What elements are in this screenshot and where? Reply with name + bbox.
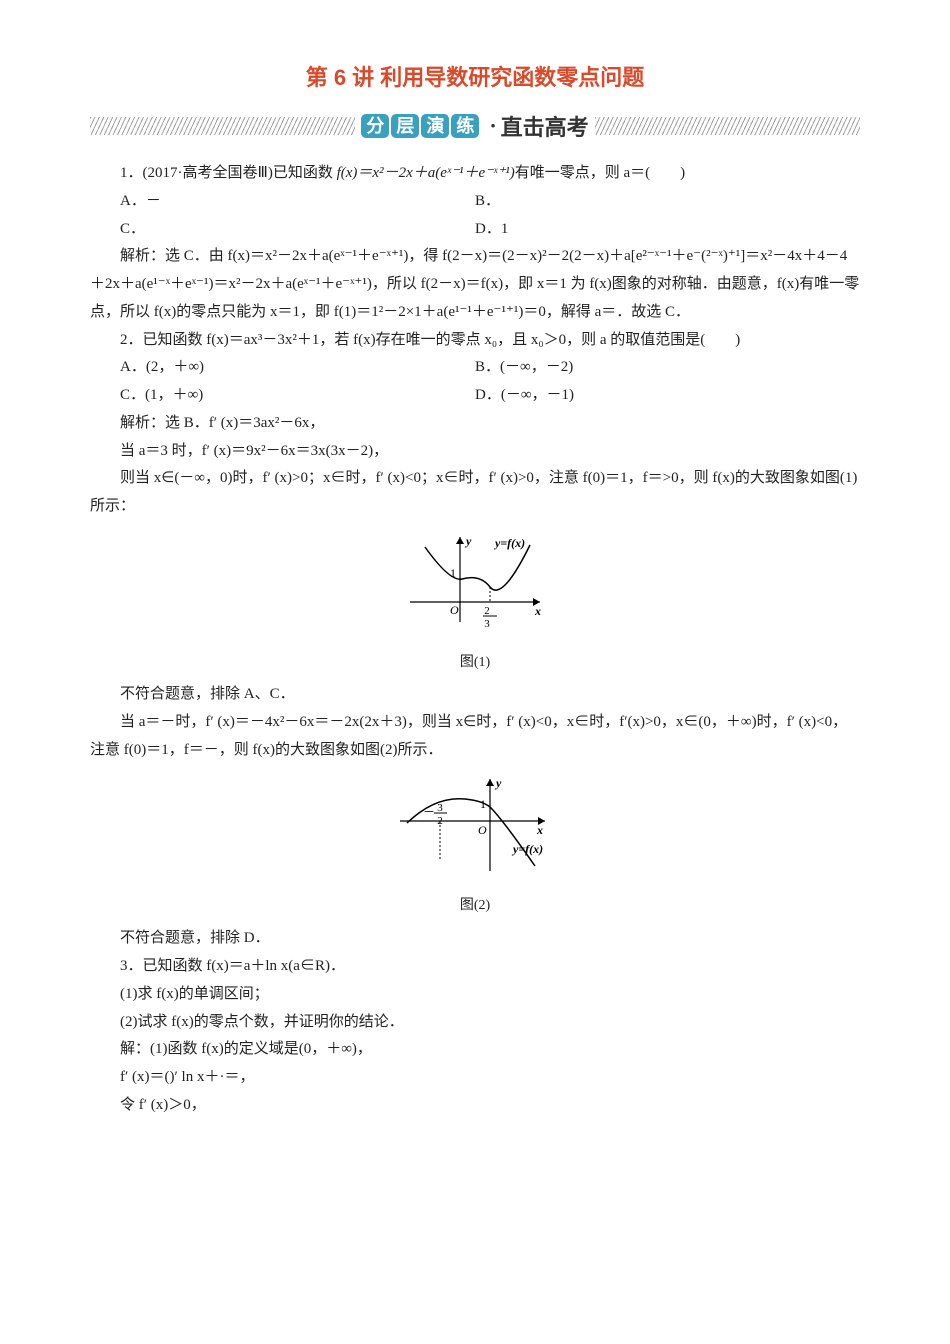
fig2-frac-n: 3: [437, 802, 443, 814]
fig2-frac-d: 2: [437, 815, 443, 827]
pill-group: 分 层 演 练: [361, 114, 479, 138]
q1-opt-a: A．－: [90, 188, 475, 216]
q1-stem-a: 1．(2017·高考全国卷Ⅲ)已知函数: [120, 165, 337, 181]
fig2-neg: －: [423, 805, 435, 819]
q1-opt-c: C．: [90, 216, 475, 244]
fig2-x: x: [536, 823, 543, 837]
hatch-right: [595, 117, 860, 135]
figure-2: O 1 y x y=f(x) － 3 2 图(2): [90, 771, 860, 920]
q1-opt-b: B．: [475, 188, 860, 216]
q3-p1: (1)求 f(x)的单调区间；: [90, 981, 860, 1009]
fig2-origin: O: [478, 823, 487, 837]
content: 1．(2017·高考全国卷Ⅲ)已知函数 f(x)＝x²－2x＋a(eˣ⁻¹＋e⁻…: [90, 160, 860, 1120]
fig1-x: x: [534, 604, 541, 618]
q2-sol1: 解析：选 B．f′ (x)＝3ax²－6x，: [90, 410, 860, 438]
fig1-fx: y=f(x): [493, 536, 525, 550]
q2-opts-row1: A．(2，＋∞) B．(－∞，－2): [90, 354, 860, 382]
q2-stem: 2．已知函数 f(x)＝ax³－3x²＋1，若 f(x)存在唯一的零点 x₀，且…: [90, 327, 860, 355]
pill-2: 层: [391, 114, 419, 138]
q2-opt-b: B．(－∞，－2): [475, 354, 860, 382]
fig2-y: y: [494, 776, 502, 790]
fig1-frac-n: 2: [484, 605, 490, 617]
q1-stem: 1．(2017·高考全国卷Ⅲ)已知函数 f(x)＝x²－2x＋a(eˣ⁻¹＋e⁻…: [90, 160, 860, 188]
fig2-label: 图(2): [90, 893, 860, 919]
fig2-one: 1: [480, 797, 486, 811]
page: 第 6 讲 利用导数研究函数零点问题 分 层 演 练 · 直击高考 1．(201…: [0, 0, 950, 1160]
pill-1: 分: [361, 114, 389, 138]
q2-sol6: 不符合题意，排除 D．: [90, 925, 860, 953]
fig1-y: y: [464, 534, 472, 548]
fig2-fx: y=f(x): [511, 842, 543, 856]
q2-sol4: 不符合题意，排除 A、C．: [90, 681, 860, 709]
figure-1: O 1 y x y=f(x) 2 3 图(1): [90, 527, 860, 676]
q3-sol1: 解：(1)函数 f(x)的定义域是(0，＋∞)，: [90, 1036, 860, 1064]
fig1-frac-d: 3: [484, 618, 490, 630]
q2-sol3: 则当 x∈(－∞，0)时，f′ (x)>0；x∈时，f′ (x)<0；x∈时，f…: [90, 465, 860, 521]
q2-sol2: 当 a＝3 时，f′ (x)＝9x²－6x＝3x(3x－2)，: [90, 438, 860, 466]
banner-text: 直击高考: [501, 110, 589, 142]
fig1-origin: O: [450, 603, 459, 617]
q1-solution: 解析：选 C．由 f(x)＝x²－2x＋a(eˣ⁻¹＋e⁻ˣ⁺¹)，得 f(2－…: [90, 243, 860, 326]
hatch-left: [90, 117, 355, 135]
q2-sol5: 当 a＝－时，f′ (x)＝－4x²－6x＝－2x(2x＋3)，则当 x∈时，f…: [90, 709, 860, 765]
q1-opts-row2: C． D．1: [90, 216, 860, 244]
q3-p2: (2)试求 f(x)的零点个数，并证明你的结论．: [90, 1009, 860, 1037]
q2-opt-c: C．(1，＋∞): [90, 382, 475, 410]
q3-sol2: f′ (x)＝()′ ln x＋·＝，: [90, 1064, 860, 1092]
banner-dot: ·: [489, 113, 496, 139]
banner-center: 分 层 演 练 · 直击高考: [355, 110, 594, 142]
q3-sol3: 令 f′ (x)＞0，: [90, 1092, 860, 1120]
fig1-label: 图(1): [90, 650, 860, 676]
q3-stem: 3．已知函数 f(x)＝a＋ln x(a∈R)．: [90, 953, 860, 981]
q1-fx: f(x)＝x²－2x＋a(eˣ⁻¹＋e⁻ˣ⁺¹): [337, 165, 515, 181]
q2-opts-row2: C．(1，＋∞) D．(－∞，－1): [90, 382, 860, 410]
q2-opt-d: D．(－∞，－1): [475, 382, 860, 410]
q2-opt-a: A．(2，＋∞): [90, 354, 475, 382]
q1-opt-d: D．1: [475, 216, 860, 244]
fig1-one: 1: [450, 566, 456, 580]
lecture-title: 第 6 讲 利用导数研究函数零点问题: [90, 60, 860, 92]
pill-3: 演: [421, 114, 449, 138]
q1-stem-b: 有唯一零点，则 a＝( ): [515, 165, 685, 181]
pill-4: 练: [451, 114, 479, 138]
figure-1-svg: O 1 y x y=f(x) 2 3: [390, 527, 560, 637]
section-banner: 分 层 演 练 · 直击高考: [90, 110, 860, 142]
q1-opts-row1: A．－ B．: [90, 188, 860, 216]
figure-2-svg: O 1 y x y=f(x) － 3 2: [385, 771, 565, 881]
